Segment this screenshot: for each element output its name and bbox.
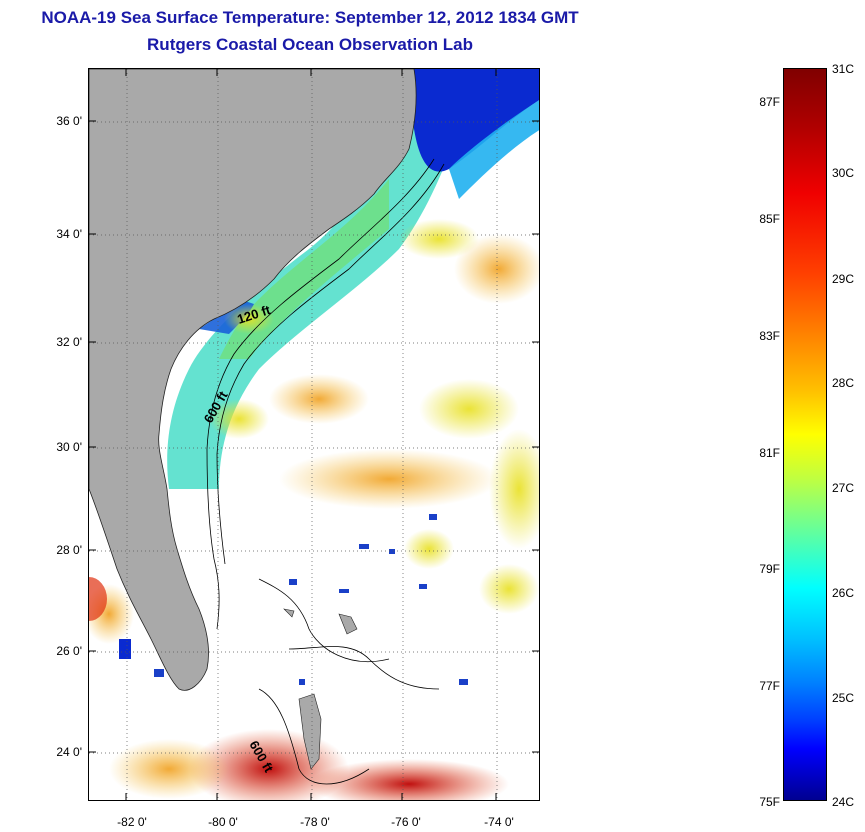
colorbar-celsius-label: 31C — [832, 62, 855, 76]
cold-water-northeast — [409, 69, 539, 199]
x-tick-label: -76 0' — [391, 815, 421, 829]
colorbar-fahrenheit-label: 81F — [759, 446, 780, 460]
colorbar-fahrenheit-label: 87F — [759, 95, 780, 109]
colorbar-celsius-label: 24C — [832, 795, 855, 809]
y-tick-label: 24 0' — [56, 745, 82, 759]
sst-map: 120 ft 600 ft 600 ft — [88, 68, 540, 801]
colorbar-celsius-label: 30C — [832, 166, 855, 180]
colorbar-fahrenheit-label: 77F — [759, 679, 780, 693]
sst-map-canvas: 120 ft 600 ft 600 ft — [89, 69, 539, 800]
y-tick-label: 28 0' — [56, 543, 82, 557]
y-tick-label: 34 0' — [56, 227, 82, 241]
x-tick-label: -78 0' — [300, 815, 330, 829]
y-tick-label: 36 0' — [56, 114, 82, 128]
temperature-colorbar — [783, 68, 827, 801]
colorbar-fahrenheit-label: 85F — [759, 212, 780, 226]
colorbar-fahrenheit-label: 79F — [759, 562, 780, 576]
cool-speckles — [119, 514, 468, 685]
colorbar-celsius-label: 25C — [832, 691, 855, 705]
colorbar-celsius-label: 29C — [832, 272, 855, 286]
colorbar-celsius-label: 27C — [832, 481, 855, 495]
map-subtitle: Rutgers Coastal Ocean Observation Lab — [147, 35, 473, 54]
y-tick-label: 30 0' — [56, 440, 82, 454]
colorbar-fahrenheit-label: 75F — [759, 795, 780, 809]
x-tick-label: -74 0' — [484, 815, 514, 829]
map-title: NOAA-19 Sea Surface Temperature: Septemb… — [41, 8, 579, 27]
colorbar-fahrenheit-label: 83F — [759, 329, 780, 343]
colorbar-celsius-label: 28C — [832, 376, 855, 390]
y-tick-label: 26 0' — [56, 644, 82, 658]
x-tick-label: -82 0' — [117, 815, 147, 829]
warm-water-patches — [209, 219, 539, 614]
graticule — [89, 69, 539, 800]
x-tick-label: -80 0' — [208, 815, 238, 829]
bahamas-islands — [283, 608, 358, 770]
land-us-coast — [89, 69, 417, 691]
bathymetry-contours — [206, 158, 445, 785]
y-tick-label: 32 0' — [56, 335, 82, 349]
colorbar-celsius-label: 26C — [832, 586, 855, 600]
